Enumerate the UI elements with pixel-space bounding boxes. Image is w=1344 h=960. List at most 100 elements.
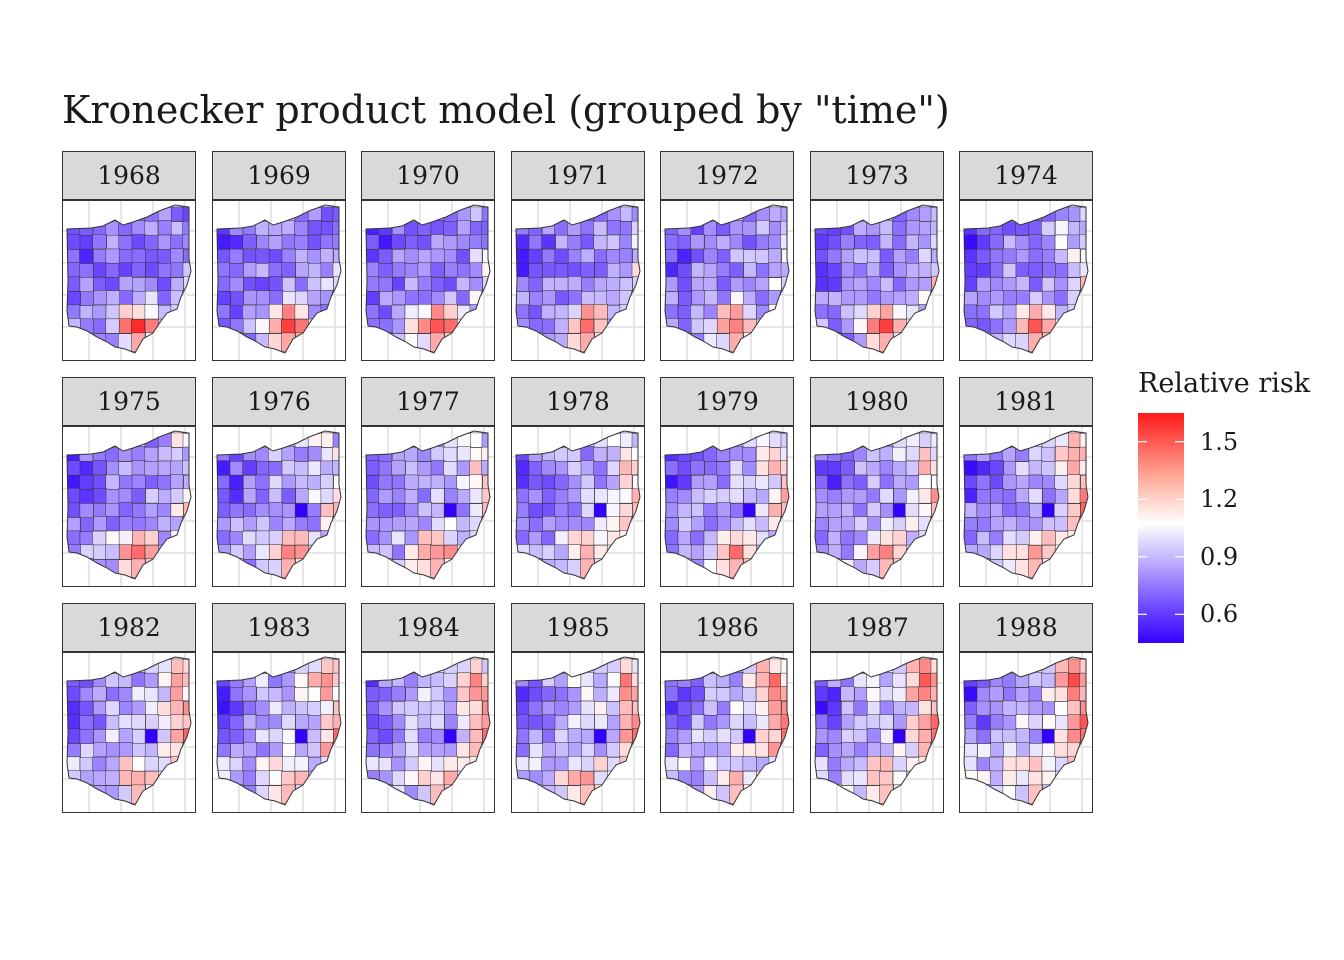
county: [1054, 503, 1069, 519]
county: [217, 686, 231, 702]
county: [866, 235, 881, 251]
county: [217, 756, 231, 772]
county: [269, 516, 284, 532]
county: [541, 234, 556, 250]
county: [307, 559, 322, 579]
county: [691, 262, 706, 278]
county: [404, 729, 419, 745]
county: [67, 558, 81, 578]
facet-label: 1972: [660, 151, 794, 200]
county: [815, 756, 829, 772]
county: [79, 263, 94, 279]
county: [594, 701, 609, 717]
county: [255, 770, 270, 786]
county: [1079, 558, 1088, 578]
county: [841, 488, 856, 504]
county: [157, 686, 172, 702]
county: [404, 489, 419, 505]
county: [469, 714, 483, 730]
county: [964, 488, 978, 504]
county: [481, 686, 490, 702]
county: [742, 756, 757, 772]
county: [404, 530, 419, 546]
county: [815, 714, 829, 730]
county: [1002, 277, 1017, 293]
county: [593, 729, 608, 745]
county: [1015, 276, 1030, 292]
county: [378, 207, 393, 223]
county: [906, 263, 921, 279]
map-panel: [810, 426, 944, 587]
county: [67, 686, 81, 702]
county: [930, 686, 939, 702]
county: [378, 235, 393, 251]
county: [255, 700, 270, 716]
county: [768, 558, 782, 578]
county: [976, 729, 991, 745]
county-map: [362, 427, 494, 586]
county: [1028, 771, 1043, 787]
county: [730, 503, 745, 519]
county: [1028, 234, 1043, 250]
county: [567, 488, 582, 504]
county: [905, 559, 920, 579]
county: [516, 488, 530, 504]
county: [703, 544, 718, 560]
county: [619, 558, 633, 578]
county: [580, 332, 595, 352]
county: [607, 263, 622, 279]
county: [1055, 672, 1070, 688]
county: [243, 672, 258, 688]
county: [79, 757, 94, 773]
county: [243, 729, 258, 745]
county: [918, 673, 932, 689]
county: [307, 290, 322, 306]
county: [105, 277, 120, 293]
county: [391, 659, 406, 675]
county: [256, 290, 271, 306]
county: [768, 729, 782, 745]
county: [529, 743, 544, 759]
county: [918, 714, 932, 730]
county: [132, 517, 147, 533]
county: [930, 659, 939, 675]
county: [892, 235, 907, 251]
county: [716, 488, 731, 504]
county: [879, 771, 894, 787]
county: [755, 559, 770, 579]
county: [781, 475, 789, 491]
county: [255, 318, 270, 334]
county: [281, 332, 296, 352]
county: [1080, 701, 1088, 717]
county: [217, 291, 231, 307]
county: [217, 234, 231, 250]
county: [80, 291, 95, 307]
county: [906, 305, 921, 321]
county: [456, 785, 471, 805]
county: [217, 530, 231, 546]
county: [542, 475, 557, 491]
county: [332, 220, 341, 236]
county: [243, 488, 258, 504]
county: [431, 277, 446, 293]
county: [144, 235, 159, 251]
county: [1029, 304, 1044, 320]
county: [404, 474, 419, 490]
county: [854, 686, 869, 702]
county: [93, 488, 108, 504]
county: [879, 460, 894, 476]
county: [157, 503, 172, 519]
county: [756, 672, 771, 688]
county: [593, 530, 608, 546]
county: [157, 433, 172, 449]
county: [157, 290, 172, 306]
county: [853, 304, 868, 320]
county: [665, 433, 679, 449]
county: [1002, 206, 1017, 222]
county: [631, 743, 640, 759]
county: [118, 530, 133, 546]
county: [294, 672, 309, 688]
county: [853, 263, 868, 279]
county: [580, 672, 595, 688]
county: [1029, 756, 1044, 772]
